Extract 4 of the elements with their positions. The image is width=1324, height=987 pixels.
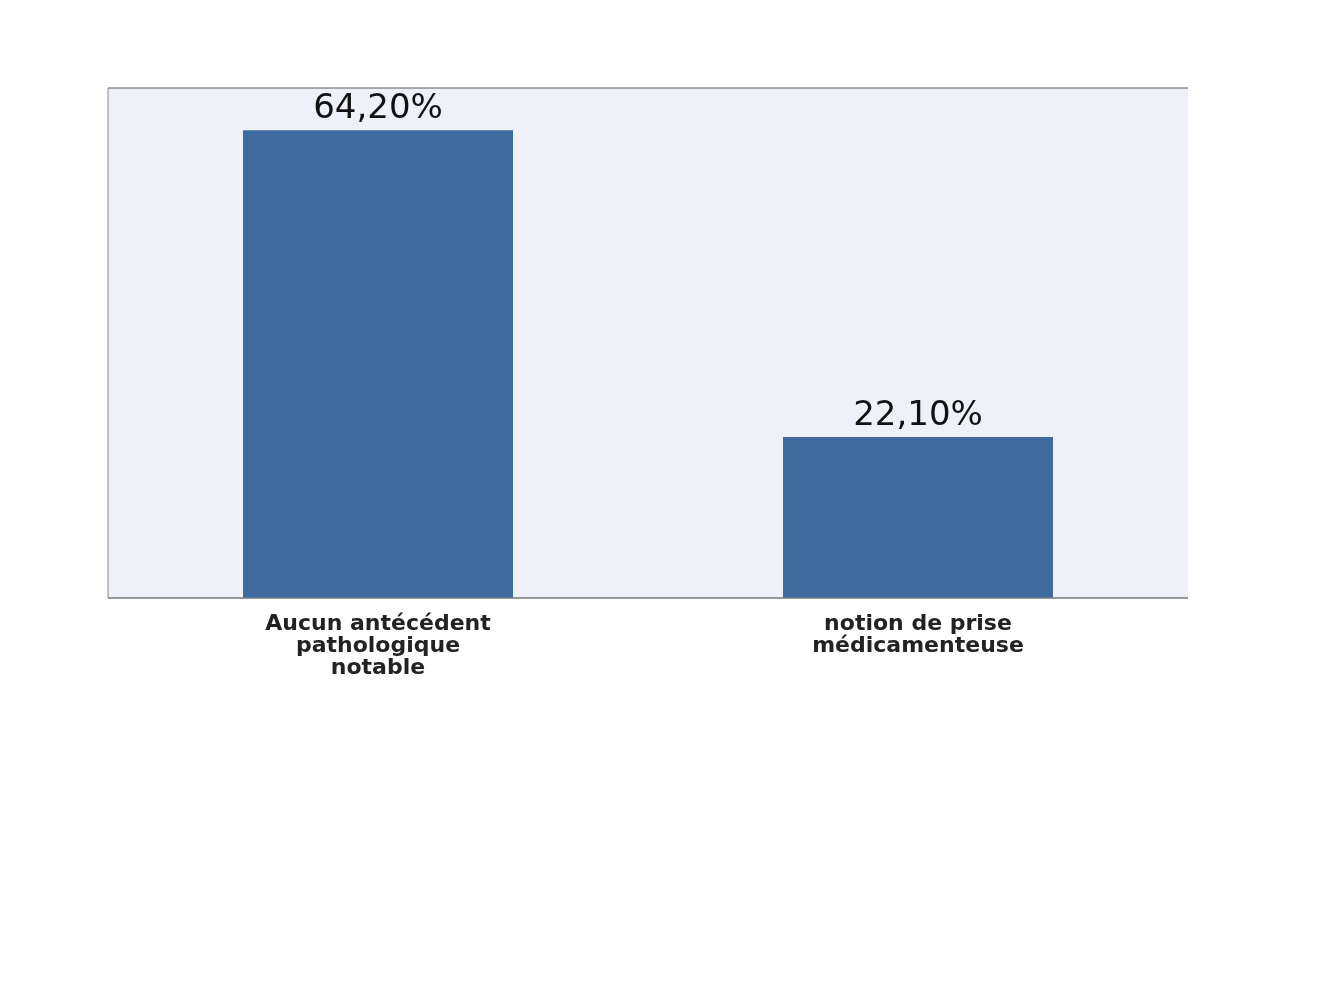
x-tick-label: notion de prise médicamenteuse: [812, 609, 1024, 657]
data-label: 64,20%: [313, 86, 443, 127]
data-label: 22,10%: [853, 392, 983, 433]
x-tick-label: Aucun antécédent pathologique notable: [265, 609, 492, 679]
